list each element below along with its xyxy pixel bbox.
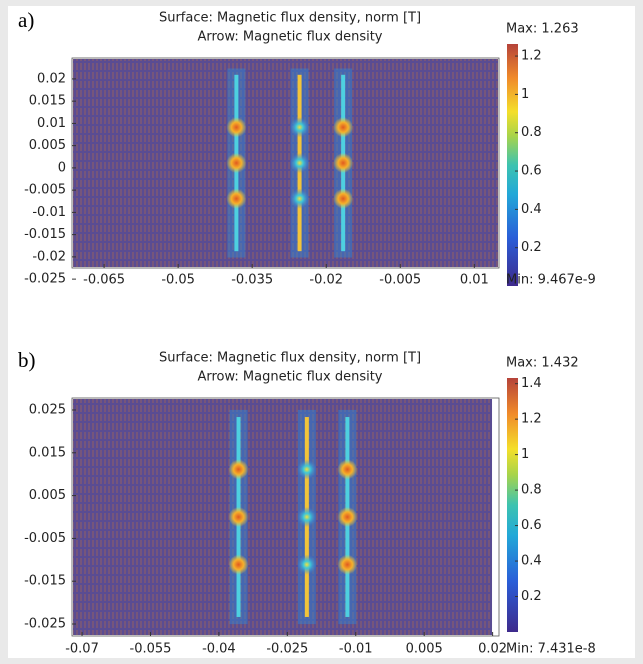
flux-hotspot bbox=[228, 507, 249, 527]
flux-hotspot bbox=[289, 188, 310, 209]
x-tick-label: 0.02 bbox=[478, 642, 507, 657]
colorbar bbox=[507, 378, 518, 632]
y-tick-label: -0.01 bbox=[32, 205, 66, 220]
colorbar-tick-label: 1.2 bbox=[521, 49, 542, 64]
y-tick-label: 0.02 bbox=[37, 71, 66, 86]
x-tick-label: -0.07 bbox=[65, 642, 99, 657]
flux-hotspot bbox=[296, 459, 317, 480]
colorbar-tick-label: 0.6 bbox=[521, 518, 542, 533]
y-tick-label: 0.005 bbox=[29, 488, 66, 503]
panel-label: b) bbox=[18, 348, 36, 372]
colorbar-min: Min: 7.431e-8 bbox=[506, 642, 596, 657]
surface-field bbox=[73, 399, 493, 635]
x-tick-label: -0.065 bbox=[83, 273, 125, 288]
colorbar-tick-label: 0.2 bbox=[521, 589, 542, 604]
flux-hotspot bbox=[296, 554, 317, 575]
y-tick-label: 0.01 bbox=[37, 116, 66, 131]
y-tick-label: 0.015 bbox=[29, 445, 66, 460]
colorbar-tick-label: 0.4 bbox=[521, 202, 542, 217]
x-tick-label: -0.01 bbox=[339, 642, 373, 657]
colorbar bbox=[507, 44, 518, 286]
flux-hotspot bbox=[333, 117, 354, 138]
colorbar-tick-label: 0.8 bbox=[521, 125, 542, 140]
y-tick-label: 0.025 bbox=[29, 402, 66, 417]
flux-hotspot bbox=[226, 188, 247, 209]
y-tick-label: 0 bbox=[58, 160, 66, 175]
y-tick-label: -0.02 bbox=[32, 249, 66, 264]
x-tick-label: -0.02 bbox=[309, 273, 343, 288]
x-tick-label: -0.05 bbox=[161, 273, 195, 288]
colorbar-tick-label: 0.4 bbox=[521, 554, 542, 569]
colorbar-tick-label: 1 bbox=[521, 447, 529, 462]
x-tick-label: -0.055 bbox=[130, 642, 172, 657]
colorbar-tick-label: 0.6 bbox=[521, 164, 542, 179]
colorbar-max: Max: 1.263 bbox=[506, 22, 579, 37]
y-tick-label: -0.025 bbox=[24, 617, 66, 632]
panel-label: a) bbox=[18, 8, 34, 32]
colorbar-tick-label: 1.4 bbox=[521, 376, 542, 391]
flux-hotspot bbox=[333, 153, 354, 173]
flux-hotspot bbox=[226, 117, 247, 138]
chart-subtitle: Arrow: Magnetic flux density bbox=[197, 370, 382, 385]
flux-hotspot bbox=[296, 507, 317, 527]
x-tick-label: -0.025 bbox=[266, 642, 308, 657]
y-tick-label: -0.005 bbox=[24, 531, 66, 546]
y-tick-label: -0.005 bbox=[24, 183, 66, 198]
flux-hotspot bbox=[289, 153, 310, 173]
chart-subtitle: Arrow: Magnetic flux density bbox=[197, 30, 382, 45]
flux-hotspot bbox=[228, 554, 249, 575]
flux-hotspot bbox=[337, 459, 358, 480]
surface-field bbox=[73, 59, 498, 267]
flux-hotspot bbox=[333, 188, 354, 209]
y-tick-label: 0.015 bbox=[29, 94, 66, 109]
flux-hotspot bbox=[337, 507, 358, 527]
x-tick-label: 0.005 bbox=[406, 642, 443, 657]
flux-hotspot bbox=[226, 153, 247, 173]
colorbar-tick-label: 0.8 bbox=[521, 483, 542, 498]
chart-title: Surface: Magnetic flux density, norm [T] bbox=[159, 351, 421, 366]
colorbar-tick-label: 1 bbox=[521, 87, 529, 102]
x-tick-label: -0.04 bbox=[202, 642, 236, 657]
y-tick-label: 0.005 bbox=[29, 138, 66, 153]
colorbar-tick-label: 0.2 bbox=[521, 240, 542, 255]
chart-title: Surface: Magnetic flux density, norm [T] bbox=[159, 11, 421, 26]
x-tick-label: -0.035 bbox=[231, 273, 273, 288]
flux-hotspot bbox=[289, 117, 310, 138]
colorbar-tick-label: 1.2 bbox=[521, 412, 542, 427]
y-tick-label: -0.015 bbox=[24, 574, 66, 589]
y-tick-label: -0.015 bbox=[24, 227, 66, 242]
x-tick-label: 0.01 bbox=[460, 273, 489, 288]
flux-hotspot bbox=[228, 459, 249, 480]
colorbar-max: Max: 1.432 bbox=[506, 356, 579, 371]
flux-hotspot bbox=[337, 554, 358, 575]
y-tick-label: -0.025 bbox=[24, 272, 66, 287]
x-tick-label: -0.005 bbox=[379, 273, 421, 288]
colorbar-min: Min: 9.467e-9 bbox=[506, 273, 596, 288]
